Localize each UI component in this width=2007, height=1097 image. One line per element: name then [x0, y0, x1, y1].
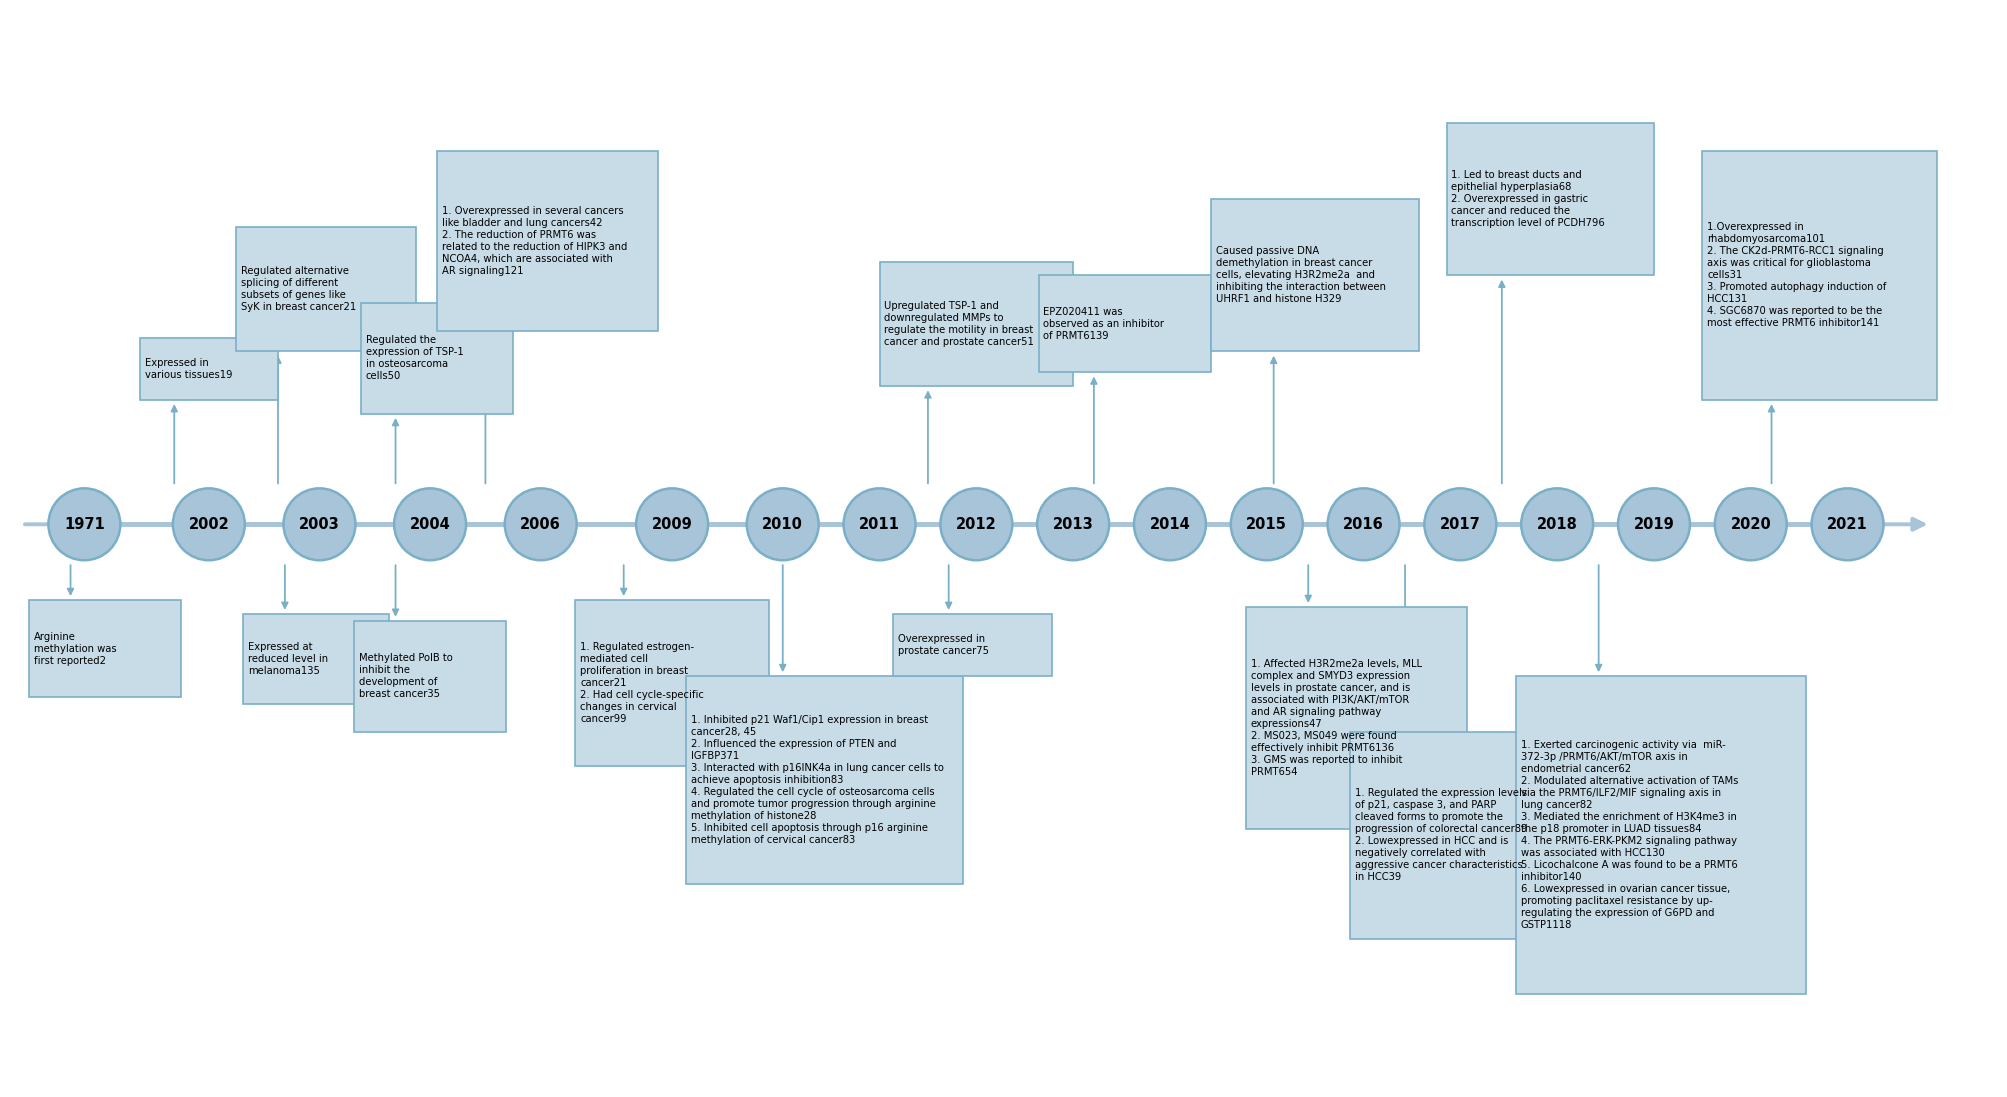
Circle shape — [1327, 488, 1399, 561]
Text: Overexpressed in
prostate cancer75: Overexpressed in prostate cancer75 — [897, 634, 989, 656]
FancyBboxPatch shape — [686, 677, 961, 884]
Text: 2020: 2020 — [1730, 517, 1770, 532]
Text: 1. Exerted carcinogenic activity via  miR-
372-3p /PRMT6/AKT/mTOR axis in
endome: 1. Exerted carcinogenic activity via miR… — [1519, 740, 1736, 930]
FancyBboxPatch shape — [237, 227, 415, 351]
Circle shape — [283, 488, 355, 561]
Text: 1. Inhibited p21 Waf1/Cip1 expression in breast
cancer28, 45
2. Influenced the e: 1. Inhibited p21 Waf1/Cip1 expression in… — [690, 715, 943, 845]
Circle shape — [1423, 488, 1495, 561]
Text: Regulated the
expression of TSP-1
in osteosarcoma
cells50: Regulated the expression of TSP-1 in ost… — [365, 336, 464, 382]
Text: 1971: 1971 — [64, 517, 104, 532]
Circle shape — [173, 488, 245, 561]
Circle shape — [636, 488, 708, 561]
Text: EPZ020411 was
observed as an inhibitor
of PRMT6139: EPZ020411 was observed as an inhibitor o… — [1044, 307, 1164, 341]
Text: 1. Regulated the expression levels
of p21, caspase 3, and PARP
cleaved forms to : 1. Regulated the expression levels of p2… — [1355, 789, 1525, 882]
Circle shape — [393, 488, 466, 561]
Text: Expressed at
reduced level in
melanoma135: Expressed at reduced level in melanoma13… — [249, 642, 329, 676]
Text: 2003: 2003 — [299, 517, 339, 532]
Text: 2017: 2017 — [1439, 517, 1479, 532]
Text: 2015: 2015 — [1246, 517, 1286, 532]
FancyBboxPatch shape — [140, 338, 277, 399]
FancyBboxPatch shape — [1246, 608, 1467, 828]
Circle shape — [843, 488, 915, 561]
Text: 1.Overexpressed in
rhabdomyosarcoma101
2. The CK2d-PRMT6-RCC1 signaling
axis was: 1.Overexpressed in rhabdomyosarcoma101 2… — [1706, 223, 1887, 328]
Text: 2011: 2011 — [859, 517, 899, 532]
FancyBboxPatch shape — [1515, 677, 1804, 995]
Text: 2018: 2018 — [1535, 517, 1578, 532]
Text: Caused passive DNA
demethylation in breast cancer
cells, elevating H3R2me2a  and: Caused passive DNA demethylation in brea… — [1216, 247, 1385, 304]
Text: 2019: 2019 — [1634, 517, 1674, 532]
Text: 2004: 2004 — [409, 517, 450, 532]
Text: 2013: 2013 — [1052, 517, 1094, 532]
Text: Methylated PolB to
inhibit the
development of
breast cancer35: Methylated PolB to inhibit the developme… — [359, 654, 452, 700]
Text: 1. Affected H3R2me2a levels, MLL
complex and SMYD3 expression
levels in prostate: 1. Affected H3R2me2a levels, MLL complex… — [1250, 659, 1421, 777]
Text: 2014: 2014 — [1148, 517, 1190, 532]
Text: 2021: 2021 — [1826, 517, 1867, 532]
FancyBboxPatch shape — [1038, 275, 1210, 372]
Circle shape — [504, 488, 576, 561]
Circle shape — [747, 488, 819, 561]
Circle shape — [1038, 488, 1108, 561]
Text: Expressed in
various tissues19: Expressed in various tissues19 — [145, 358, 233, 380]
Circle shape — [1618, 488, 1690, 561]
Text: 2016: 2016 — [1343, 517, 1383, 532]
Text: 2002: 2002 — [189, 517, 229, 532]
FancyBboxPatch shape — [1702, 151, 1937, 399]
FancyBboxPatch shape — [1210, 200, 1419, 351]
Circle shape — [1134, 488, 1206, 561]
FancyBboxPatch shape — [893, 614, 1052, 677]
Text: 1. Overexpressed in several cancers
like bladder and lung cancers42
2. The reduc: 1. Overexpressed in several cancers like… — [442, 206, 626, 275]
Circle shape — [48, 488, 120, 561]
Text: 2009: 2009 — [652, 517, 692, 532]
FancyBboxPatch shape — [361, 303, 514, 414]
Circle shape — [1230, 488, 1303, 561]
Text: Upregulated TSP-1 and
downregulated MMPs to
regulate the motility in breast
canc: Upregulated TSP-1 and downregulated MMPs… — [883, 301, 1034, 347]
Text: 1. Regulated estrogen-
mediated cell
proliferation in breast
cancer21
2. Had cel: 1. Regulated estrogen- mediated cell pro… — [580, 643, 704, 724]
Circle shape — [1714, 488, 1786, 561]
Text: 2012: 2012 — [955, 517, 995, 532]
Circle shape — [1810, 488, 1883, 561]
FancyBboxPatch shape — [1349, 732, 1569, 939]
FancyBboxPatch shape — [576, 600, 769, 767]
FancyBboxPatch shape — [353, 621, 506, 732]
FancyBboxPatch shape — [438, 151, 658, 330]
Text: Regulated alternative
splicing of different
subsets of genes like
SyK in breast : Regulated alternative splicing of differ… — [241, 267, 357, 313]
Text: 1. Led to breast ducts and
epithelial hyperplasia68
2. Overexpressed in gastric
: 1. Led to breast ducts and epithelial hy… — [1451, 170, 1604, 228]
FancyBboxPatch shape — [1445, 123, 1654, 275]
Text: 2006: 2006 — [520, 517, 560, 532]
Text: Arginine
methylation was
first reported2: Arginine methylation was first reported2 — [34, 632, 116, 666]
FancyBboxPatch shape — [879, 261, 1072, 386]
FancyBboxPatch shape — [243, 614, 389, 704]
Circle shape — [939, 488, 1012, 561]
Circle shape — [1521, 488, 1592, 561]
Text: 2010: 2010 — [763, 517, 803, 532]
FancyBboxPatch shape — [28, 600, 181, 698]
